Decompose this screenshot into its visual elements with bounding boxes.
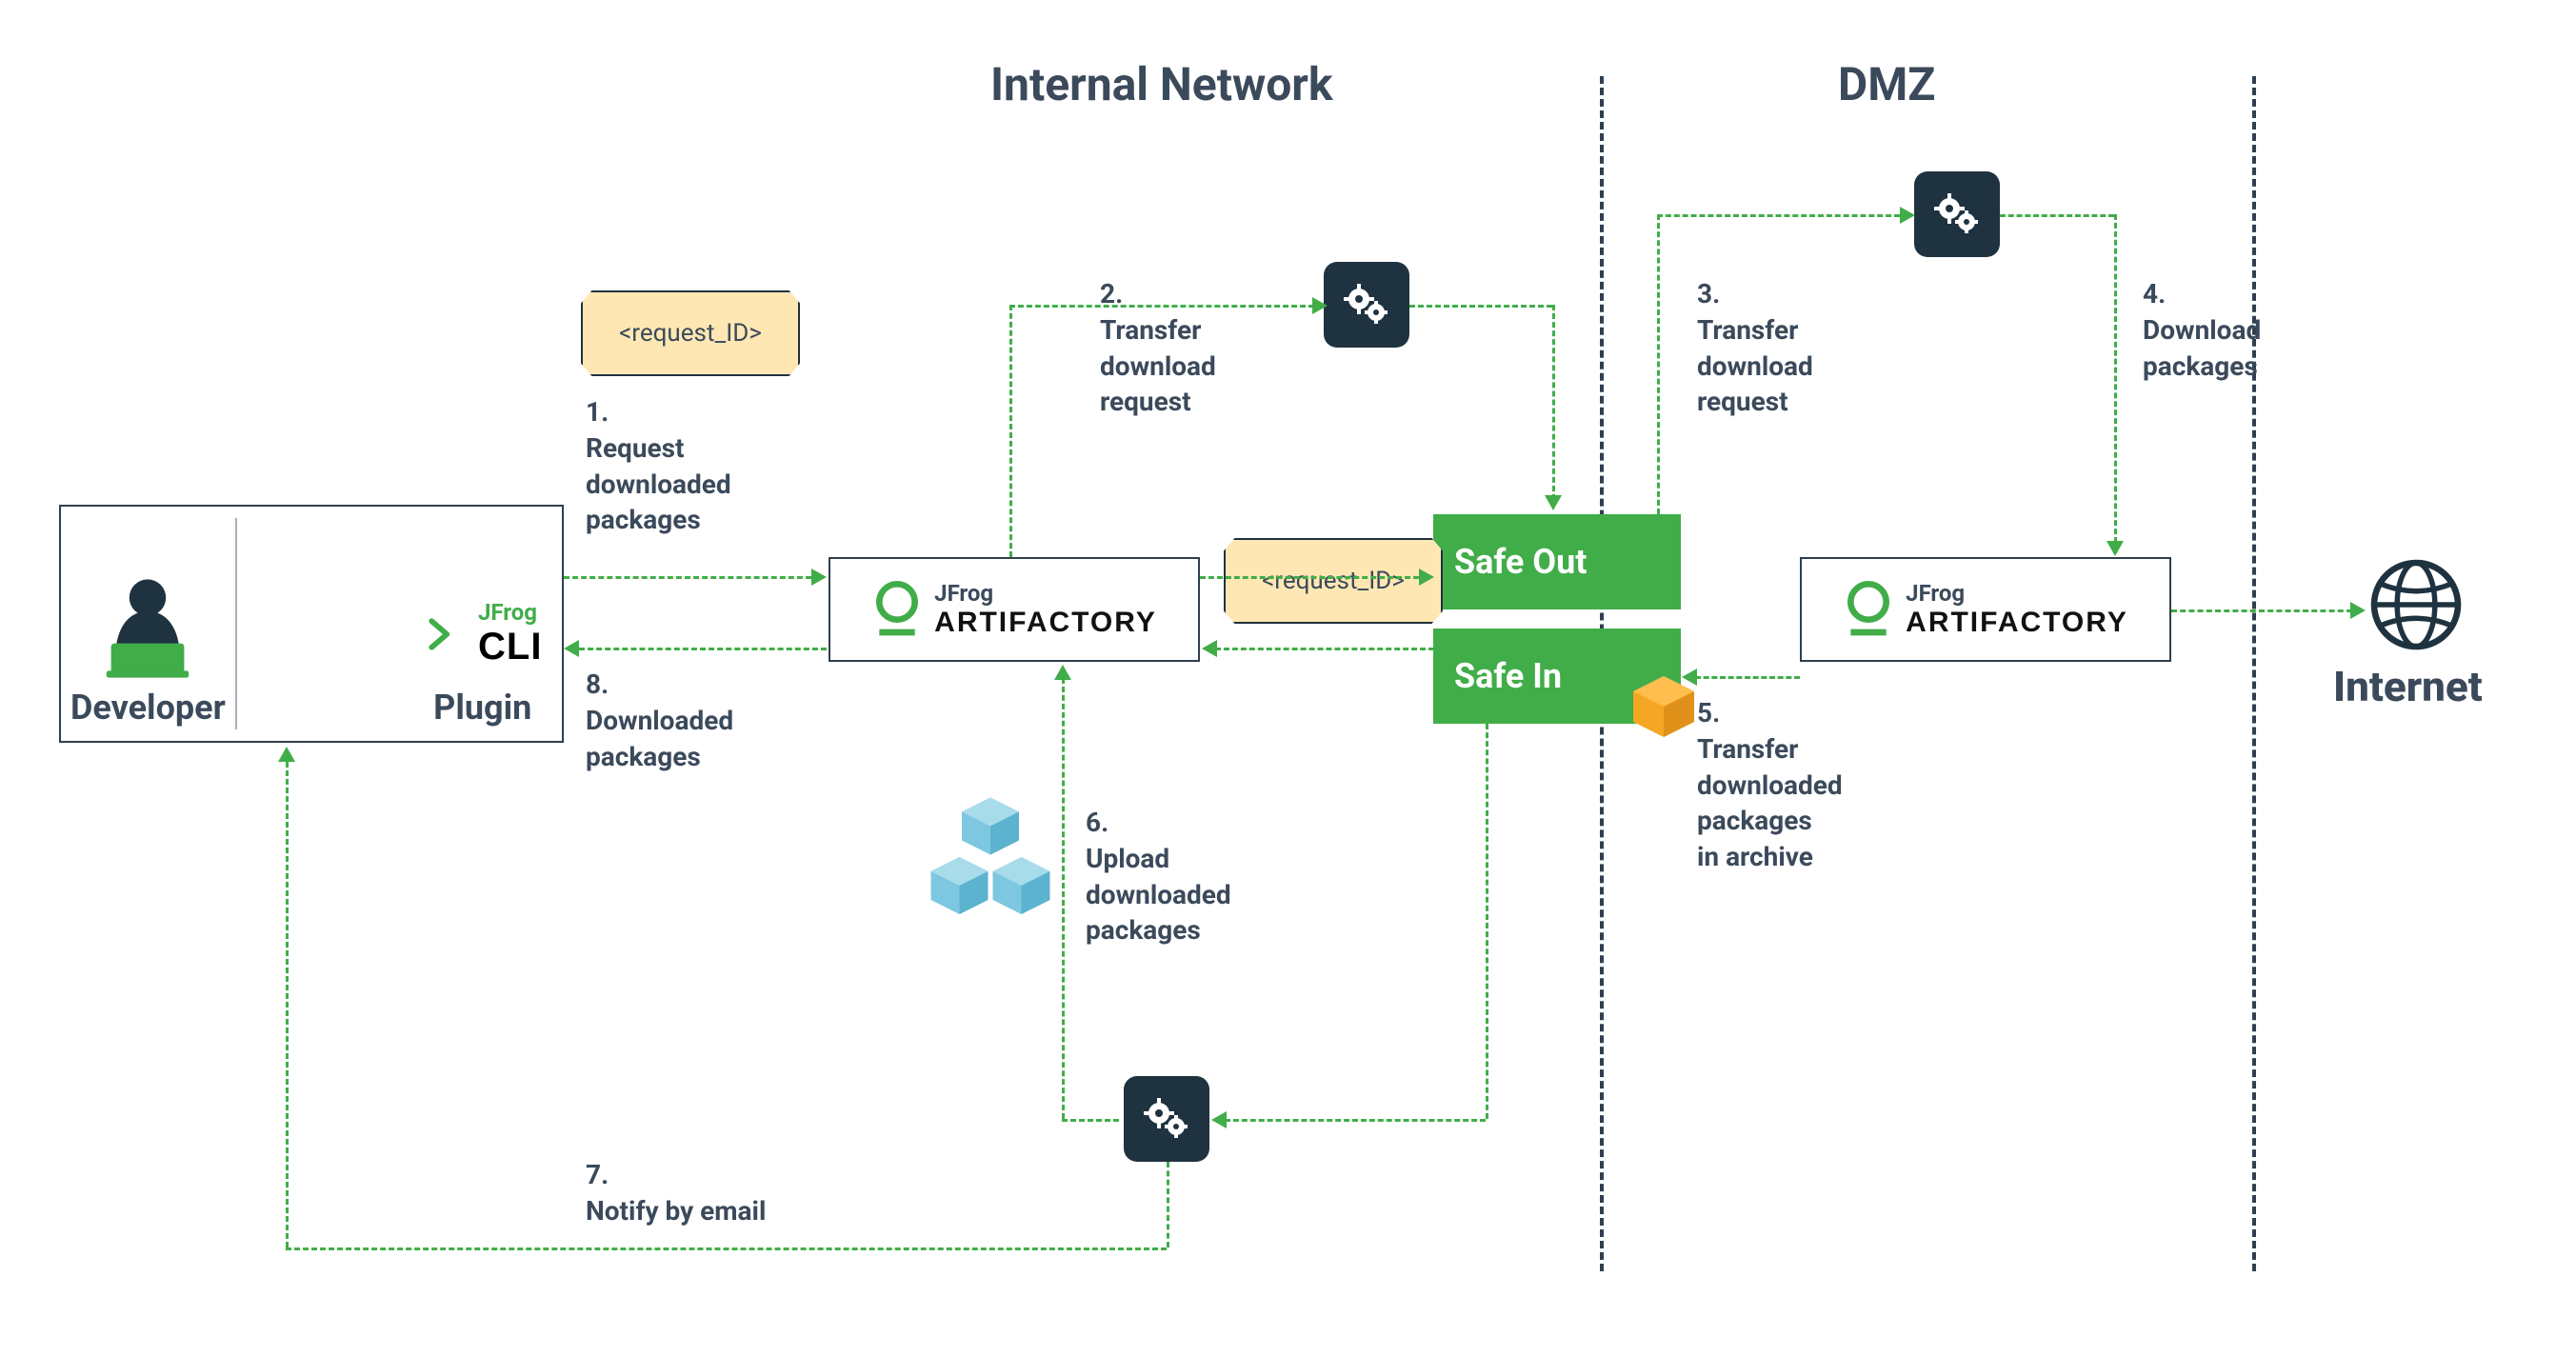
cubes-icon <box>919 790 1062 933</box>
artifactory-dmz-box: JFrog ARTIFACTORY <box>1800 557 2171 662</box>
arrow-art-to-safeout <box>1200 576 1419 579</box>
step4-label: 4.Download packages <box>2143 276 2261 384</box>
scroll-request-id-mid: <request_ID> <box>1224 538 1443 624</box>
gears-icon-dmz <box>1914 171 2000 257</box>
arrow-step6-a <box>1486 724 1488 1119</box>
step1-label: 1.Request downloaded packages <box>586 394 731 538</box>
artifactory-icon <box>871 579 923 640</box>
arrow-step3-a <box>1657 214 1660 514</box>
arrow-step8 <box>579 648 827 650</box>
step2-label: 2.Transfer download request <box>1100 276 1216 420</box>
scroll-request-id-top: <request_ID> <box>581 290 800 376</box>
divider-dmz-internet <box>2252 76 2256 1271</box>
arrow-step4-a <box>2000 214 2114 217</box>
safe-out-box: Safe Out <box>1433 514 1681 609</box>
developer-icon <box>90 566 205 680</box>
step3-label: 3.Transfer download request <box>1697 276 1813 420</box>
zone-dmz-label: DMZ <box>1838 57 1935 111</box>
artifactory-brand: JFrog <box>934 580 1157 607</box>
plugin-label: Plugin <box>433 688 531 728</box>
artifactory-icon <box>1843 579 1894 640</box>
arrow-step7-a <box>1167 1162 1169 1247</box>
step6-label: 6.Upload downloaded packages <box>1086 805 1231 948</box>
arrow-step6-b <box>1062 1119 1119 1122</box>
cli-product: CLI <box>478 626 542 669</box>
step7-label: 7.Notify by email <box>586 1157 766 1229</box>
cli-prompt-icon <box>423 612 467 656</box>
arrow-step1 <box>564 576 811 579</box>
arrow-step2-a <box>1009 305 1012 557</box>
developer-label: Developer <box>70 688 226 728</box>
developer-plugin-box: Developer JFrog CLI Plugin <box>59 505 564 743</box>
zone-internal-label: Internal Network <box>990 57 1333 111</box>
cli-brand: JFrog <box>478 599 542 626</box>
gears-icon-internal <box>1324 262 1409 348</box>
gears-icon-notify <box>1124 1076 1209 1162</box>
arrow-safein-to-art <box>1215 648 1434 650</box>
arrow-to-internet <box>2171 609 2352 612</box>
globe-icon <box>2364 552 2468 657</box>
artifactory-product: ARTIFACTORY <box>934 607 1157 639</box>
arrow-step5 <box>1695 676 1800 679</box>
safe-in-label: Safe In <box>1454 656 1562 696</box>
safe-in-box: Safe In <box>1433 629 1681 724</box>
step8-label: 8.Downloaded packages <box>586 667 733 774</box>
artifactory-brand-dmz: JFrog <box>1906 580 2128 607</box>
artifactory-product-dmz: ARTIFACTORY <box>1906 607 2128 639</box>
internet-label: Internet <box>2333 662 2483 711</box>
step5-label: 5.Transfer downloaded packages in archiv… <box>1697 695 1843 875</box>
artifactory-internal-box: JFrog ARTIFACTORY <box>829 557 1200 662</box>
